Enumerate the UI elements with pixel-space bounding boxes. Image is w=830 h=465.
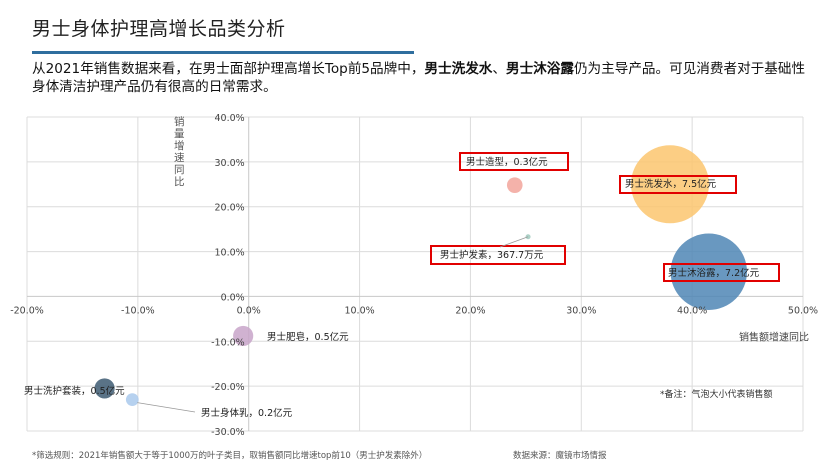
intro-highlight-bodywash: 男士沐浴露 (506, 61, 574, 77)
bubble-layer (94, 145, 747, 406)
bubble-point (630, 145, 709, 224)
bubble-label: 男士身体乳，0.2亿元 (201, 407, 293, 419)
y-tick-label: 0.0% (221, 292, 245, 303)
intro-text-1: 从2021年销售数据来看，在男士面部护理高增长Top前5品牌中， (32, 61, 425, 77)
leader-line (137, 402, 196, 413)
intro-separator: 、 (492, 61, 506, 77)
intro-text-2: 仍为主导产品。可见消费者对于基础性身体清洁护理产品仍有很高的日常需求。 (32, 61, 806, 95)
bubble-point (125, 393, 139, 406)
y-tick-label: 40.0% (215, 113, 245, 124)
bubble-label: 男士沐浴露，7.2亿元 (668, 267, 760, 279)
intro-highlight-shampoo: 男士洗发水 (424, 61, 493, 77)
bubble-point (506, 177, 523, 193)
y-tick-label: 30.0% (215, 158, 245, 169)
label-layer: 40.0% 30.0% 20.0% 10.0% 0.0% -10.0% -20.0% -30.… (10, 113, 818, 438)
label-highlight-box (663, 263, 780, 282)
x-axis-title: 销售额增速同比 (739, 330, 809, 343)
bubble-label: 男士造型，0.3亿元 (466, 156, 548, 168)
intro-paragraph: 从2021年销售数据来看，在男士面部护理高增长Top前5品牌中，男士洗发水、男士… (32, 60, 812, 96)
x-tick-label: 20.0% (455, 305, 485, 316)
title-underline (32, 51, 414, 54)
y-tick-label: -30.0% (211, 427, 245, 438)
x-tick-label: -10.0% (121, 305, 155, 316)
page-title: 男士身体护理高增长品类分析 (32, 18, 286, 40)
x-tick-label: 40.0% (677, 305, 707, 316)
bubble-point (94, 378, 115, 399)
y-tick-label: -20.0% (211, 382, 245, 393)
bubble-point (233, 325, 254, 346)
label-highlight-box (459, 152, 569, 171)
bubble-label: 男士护发素，367.7万元 (440, 249, 544, 261)
footnote-source: 数据来源：魔镜市场情报 (513, 451, 607, 461)
x-tick-label: -20.0% (10, 305, 44, 316)
y-tick-label: -10.0% (211, 337, 245, 348)
label-highlight-box (619, 175, 737, 194)
x-tick-label: 10.0% (344, 305, 374, 316)
bubble-size-note: *备注：气泡大小代表销售额 (660, 390, 773, 400)
y-tick-label: 10.0% (215, 248, 245, 259)
bubble-point (670, 233, 747, 310)
label-highlight-box (430, 245, 566, 265)
footnote-rule: *筛选规则：2021年销售额大于等于1000万的叶子类目，取销售额同比增速top… (32, 451, 428, 461)
leader-line (499, 236, 529, 248)
x-tick-label: 50.0% (788, 305, 818, 316)
bubble-label: 男士洗发水，7.5亿元 (625, 178, 717, 190)
y-tick-label: 20.0% (215, 203, 245, 214)
x-tick-label: 0.0% (237, 305, 261, 316)
bubble-label: 男士肥皂，0.5亿元 (267, 331, 349, 343)
x-tick-label: 30.0% (566, 305, 596, 316)
bubble-label: 男士洗护套装，0.5亿元 (24, 385, 125, 397)
y-axis-title: 销量增速同比 (174, 115, 185, 188)
